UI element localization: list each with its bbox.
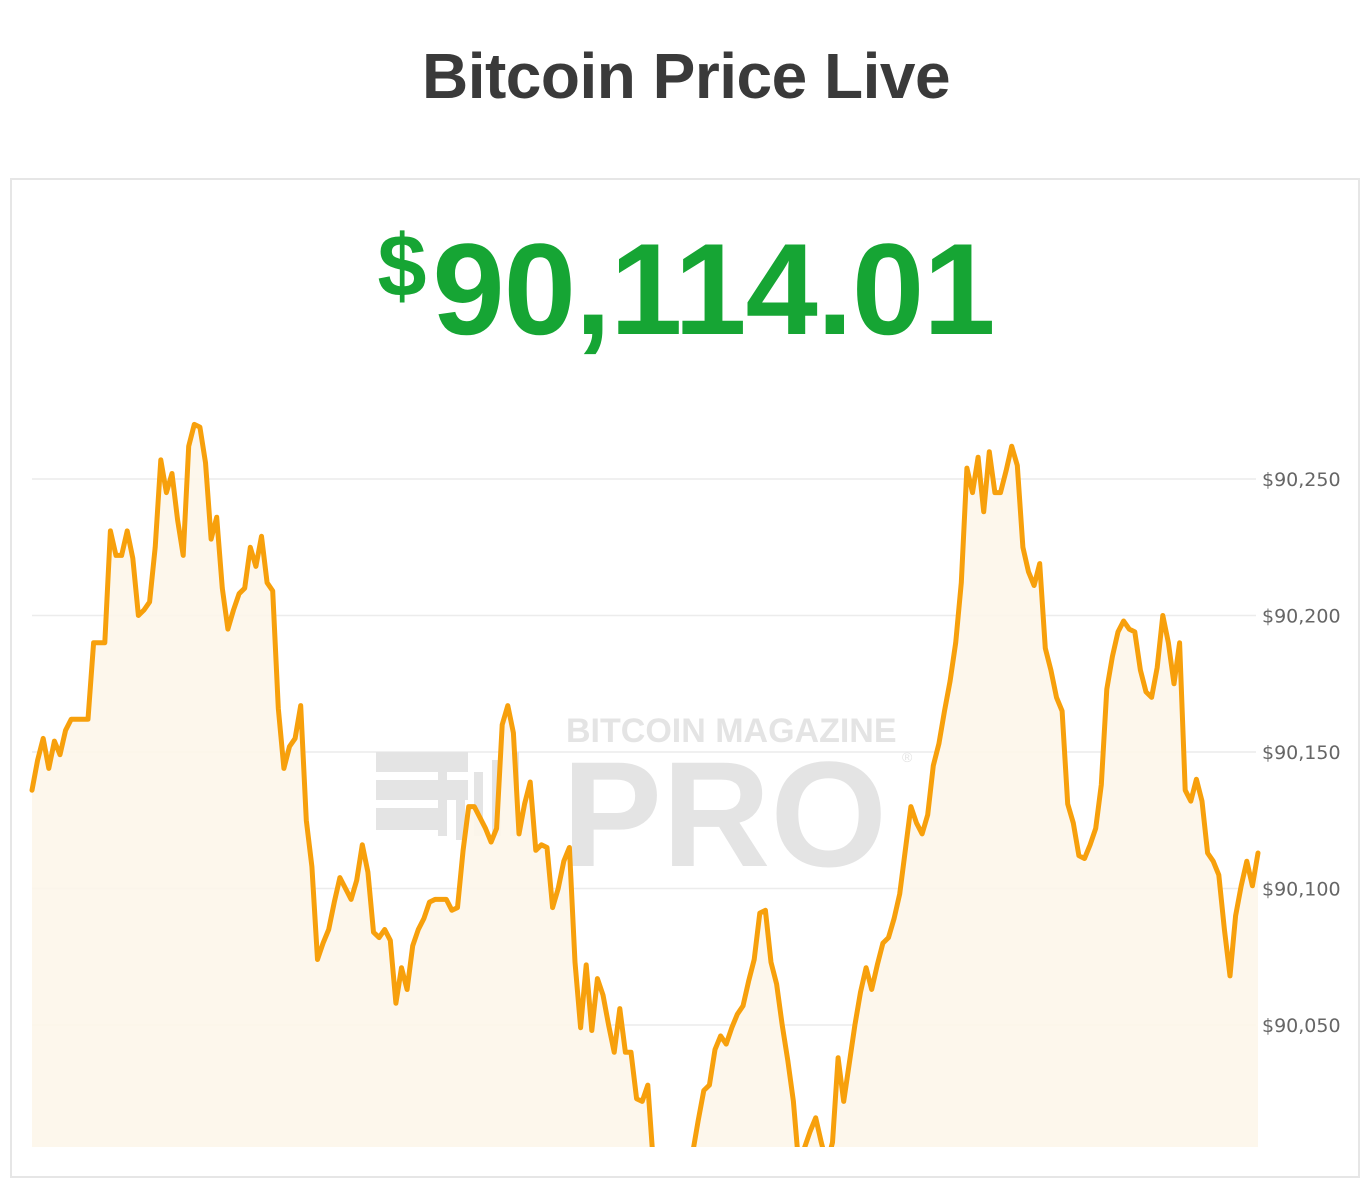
price-chart: BITCOIN MAGAZINE PRO ® $90,250$90,200$90… <box>29 421 1341 1147</box>
y-tick-label: $90,050 <box>1262 1015 1341 1037</box>
watermark-brand-text: BITCOIN MAGAZINE <box>566 712 897 750</box>
watermark: BITCOIN MAGAZINE PRO ® <box>376 712 913 898</box>
y-tick-label: $90,250 <box>1262 469 1341 491</box>
watermark-registered-mark: ® <box>902 749 913 765</box>
y-tick-label: $90,200 <box>1262 606 1341 628</box>
y-tick-label: $90,100 <box>1262 879 1341 901</box>
currency-symbol: $ <box>377 216 427 315</box>
price-line <box>29 421 1261 1147</box>
price-area-fill <box>32 424 1258 1147</box>
y-tick-label: $90,150 <box>1262 742 1341 764</box>
watermark-pro-text: PRO <box>562 730 887 898</box>
page-title: Bitcoin Price Live <box>421 40 951 112</box>
live-price: $90,114.01 <box>0 222 1372 355</box>
y-axis-ticks: $90,250 $90,200 $90,150 $90,100 $90,050 <box>1262 469 1341 1037</box>
price-value: 90,114.01 <box>432 216 995 362</box>
